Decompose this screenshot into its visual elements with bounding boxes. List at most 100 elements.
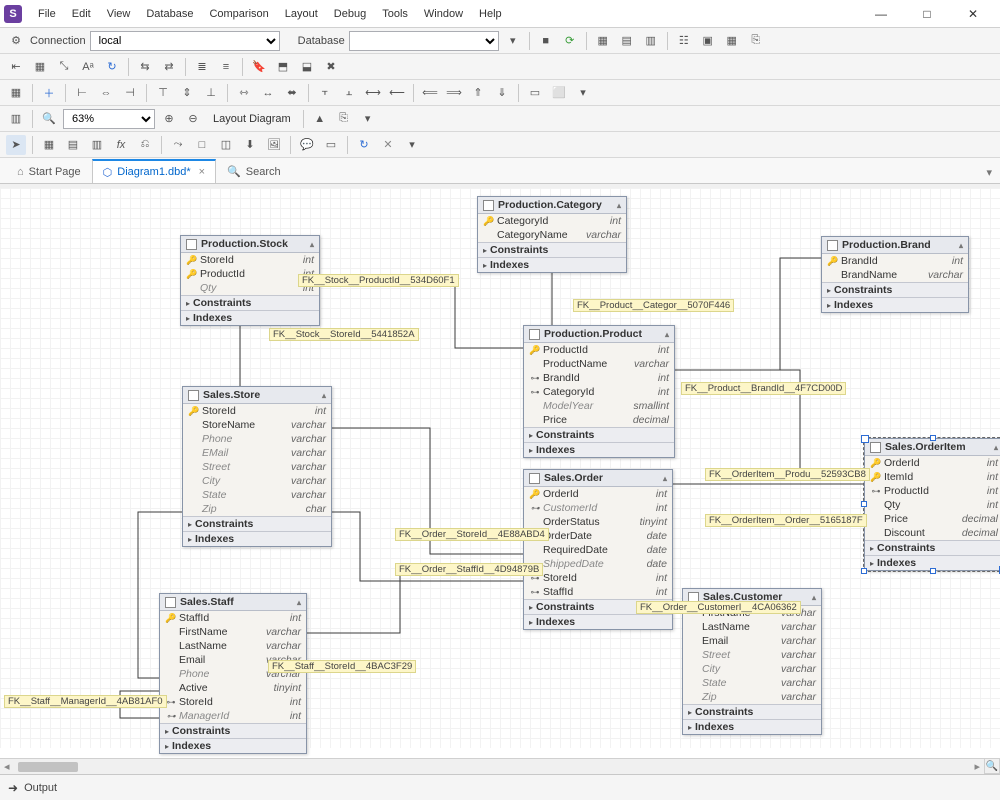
toolbar-dropdown-icon[interactable]: ▾	[573, 83, 593, 103]
spacing-icon[interactable]: ⟸	[420, 83, 440, 103]
field-row[interactable]: Streetvarchar	[683, 648, 821, 662]
entity-group-constraints[interactable]: ▸Constraints	[683, 704, 821, 719]
field-row[interactable]: BrandNamevarchar	[822, 268, 968, 282]
toolbar-icon[interactable]: ▦	[593, 31, 613, 51]
entity-prod_brand[interactable]: Production.Brand▴🔑BrandIdintBrandNamevar…	[821, 236, 969, 313]
scroll-right-icon[interactable]: ▸	[970, 760, 984, 773]
align-bottom-icon[interactable]: ⊥	[201, 83, 221, 103]
entity-group-indexes[interactable]: ▸Indexes	[524, 614, 672, 629]
field-row[interactable]: ShippedDatedate	[524, 557, 672, 571]
entity-header[interactable]: Sales.Staff▴	[160, 594, 306, 611]
refresh-icon[interactable]: ⟳	[560, 31, 580, 51]
tab-start-page[interactable]: ⌂Start Page	[6, 159, 92, 183]
entity-group-indexes[interactable]: ▸Indexes	[160, 738, 306, 753]
entity-prod_product[interactable]: Production.Product▴🔑ProductIdintProductN…	[523, 325, 675, 458]
entity-header[interactable]: Production.Brand▴	[822, 237, 968, 254]
entity-group-indexes[interactable]: ▸Indexes	[183, 531, 331, 546]
toolbar-icon[interactable]: ≣	[192, 57, 212, 77]
refresh-icon[interactable]: ↻	[354, 135, 374, 155]
fk-label[interactable]: FK__Staff__ManagerId__4AB81AF0	[4, 695, 167, 708]
align-middle-icon[interactable]: ⇕	[177, 83, 197, 103]
entity-header[interactable]: Production.Stock▴	[181, 236, 319, 253]
field-row[interactable]: Cityvarchar	[183, 474, 331, 488]
entity-group-constraints[interactable]: ▸Constraints	[478, 242, 626, 257]
ungroup-icon[interactable]: ⬜	[549, 83, 569, 103]
add-icon[interactable]: ＋	[39, 83, 59, 103]
field-row[interactable]: ModelYearsmallint	[524, 399, 674, 413]
field-row[interactable]: 🔑CategoryIdint	[478, 214, 626, 228]
entity-group-indexes[interactable]: ▸Indexes	[822, 297, 968, 312]
field-row[interactable]: ⊶BrandIdint	[524, 371, 674, 385]
entity-group-constraints[interactable]: ▸Constraints	[181, 295, 319, 310]
field-row[interactable]: Emailvarchar	[683, 634, 821, 648]
connection-select[interactable]: local	[90, 31, 280, 51]
fk-label[interactable]: FK__Staff__StoreId__4BAC3F29	[268, 660, 416, 673]
field-row[interactable]: ⊶StoreIdint	[160, 695, 306, 709]
field-row[interactable]: ⊶ProductIdint	[865, 484, 1000, 498]
db-dropdown-icon[interactable]: ▾	[503, 31, 523, 51]
collapse-icon[interactable]: ▴	[994, 443, 998, 452]
pointer-icon[interactable]: ➤	[6, 135, 26, 155]
toolbar-icon[interactable]: Aᵃ	[78, 57, 98, 77]
close-button[interactable]: ✕	[950, 0, 996, 28]
field-row[interactable]: Cityvarchar	[683, 662, 821, 676]
entity-sales_staff[interactable]: Sales.Staff▴🔑StaffIdintFirstNamevarcharL…	[159, 593, 307, 754]
spacing-icon[interactable]: ⫟	[315, 83, 335, 103]
selection-handle[interactable]	[930, 568, 936, 574]
selection-handle[interactable]	[861, 568, 867, 574]
fk-label[interactable]: FK__Order__CustomerI__4CA06362	[636, 601, 801, 614]
function-icon[interactable]: fx	[111, 135, 131, 155]
entity-group-indexes[interactable]: ▸Indexes	[181, 310, 319, 325]
entity-group-indexes[interactable]: ▸Indexes	[524, 442, 674, 457]
entity-header[interactable]: Sales.OrderItem▴	[865, 439, 1000, 456]
menu-file[interactable]: File	[30, 4, 64, 24]
field-row[interactable]: LastNamevarchar	[683, 620, 821, 634]
field-row[interactable]: Pricedecimal	[865, 512, 1000, 526]
field-row[interactable]: ⊶StaffIdint	[524, 585, 672, 599]
field-row[interactable]: Streetvarchar	[183, 460, 331, 474]
zoom-select[interactable]: 63%	[63, 109, 155, 129]
field-row[interactable]: ⊶ManagerIdint	[160, 709, 306, 723]
bookmark-icon[interactable]: 🔖	[249, 57, 269, 77]
fk-label[interactable]: FK__OrderItem__Order__5165187F	[705, 514, 867, 527]
entity-prod_category[interactable]: Production.Category▴🔑CategoryIdintCatego…	[477, 196, 627, 273]
stop-icon[interactable]: ■	[536, 31, 556, 51]
menu-view[interactable]: View	[99, 4, 139, 24]
diagram-canvas[interactable]: Production.Stock▴🔑StoreIdint 🔑ProductIdin…	[0, 188, 1000, 748]
fk-label[interactable]: FK__Stock__ProductId__534D60F1	[298, 274, 459, 287]
field-row[interactable]: Zipchar	[183, 502, 331, 516]
selection-handle[interactable]	[861, 501, 867, 507]
menu-edit[interactable]: Edit	[64, 4, 99, 24]
field-row[interactable]: ⊶CustomerIdint	[524, 501, 672, 515]
toolbar-icon[interactable]: ⇤	[6, 57, 26, 77]
entity-header[interactable]: Sales.Store▴	[183, 387, 331, 404]
align-top-icon[interactable]: ⊤	[153, 83, 173, 103]
fk-label[interactable]: FK__Product__Categor__5070F446	[573, 299, 734, 312]
field-row[interactable]: 🔑ProductIdint	[524, 343, 674, 357]
menu-tools[interactable]: Tools	[374, 4, 416, 24]
spacing-icon[interactable]: ⟹	[444, 83, 464, 103]
entity-group-constraints[interactable]: ▸Constraints	[524, 427, 674, 442]
new-connection-icon[interactable]: ⚙	[6, 31, 26, 51]
spacing-icon[interactable]: ⇓	[492, 83, 512, 103]
toolbar-icon[interactable]: ▦	[722, 31, 742, 51]
field-row[interactable]: ⊶CategoryIdint	[524, 385, 674, 399]
entity-group-constraints[interactable]: ▸Constraints	[183, 516, 331, 531]
image-icon[interactable]: 🖼	[264, 135, 284, 155]
field-row[interactable]: Activetinyint	[160, 681, 306, 695]
entity-header[interactable]: Production.Category▴	[478, 197, 626, 214]
collapse-icon[interactable]: ▴	[663, 474, 667, 483]
fk-label[interactable]: FK__Stock__StoreId__5441852A	[269, 328, 419, 341]
zoom-in-icon[interactable]: ⊕	[159, 109, 179, 129]
menu-database[interactable]: Database	[138, 4, 201, 24]
tab-close-icon[interactable]: ×	[199, 166, 205, 178]
zoom-icon[interactable]: 🔍	[39, 109, 59, 129]
collapse-icon[interactable]: ▴	[959, 241, 963, 250]
field-row[interactable]: 🔑BrandIdint	[822, 254, 968, 268]
field-row[interactable]: 🔑StoreIdint	[181, 253, 319, 267]
field-row[interactable]: Statevarchar	[683, 676, 821, 690]
toolbar-icon[interactable]: ✖	[321, 57, 341, 77]
field-row[interactable]: CategoryNamevarchar	[478, 228, 626, 242]
scroll-left-icon[interactable]: ◂	[0, 760, 14, 773]
spacing-icon[interactable]: ⇑	[468, 83, 488, 103]
